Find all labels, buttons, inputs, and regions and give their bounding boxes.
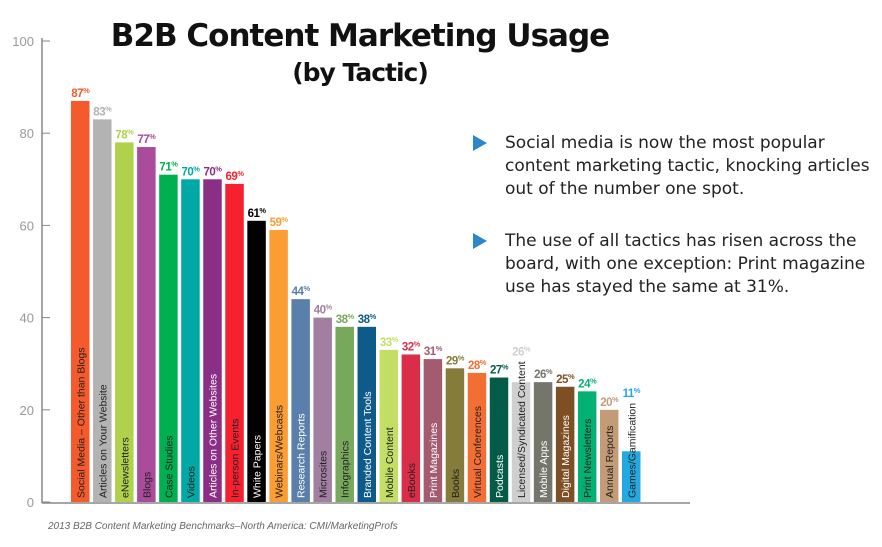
bar-26	[622, 451, 641, 502]
category-label: Research Reports	[296, 413, 308, 498]
y-tick-label: 60	[20, 218, 34, 233]
data-label: 69%	[226, 169, 245, 183]
category-label: Articles on Other Websites	[207, 374, 219, 498]
bar-9	[247, 220, 266, 503]
bar-19	[467, 372, 487, 502]
bar-6	[181, 179, 200, 503]
chart-title: B2B Content Marketing Usage	[110, 18, 610, 54]
data-label: 29%	[446, 353, 465, 367]
data-label: 26%	[534, 367, 553, 381]
category-label: Case Studies	[163, 436, 175, 498]
bar-20	[489, 377, 509, 502]
category-label: Print Magazines	[428, 423, 440, 498]
category-label: Licensed/Syndicated Content	[516, 361, 528, 498]
bar-1	[71, 100, 90, 503]
data-label: 28%	[468, 358, 487, 372]
data-label: 27%	[490, 363, 509, 377]
bar-17	[423, 359, 443, 502]
data-label: 87%	[71, 86, 90, 100]
data-label: 38%	[336, 312, 355, 326]
bar-8	[225, 183, 244, 502]
category-label: Annual Reports	[604, 426, 616, 498]
bar-22	[533, 382, 553, 502]
bar-7	[203, 179, 222, 503]
category-label: Articles on Your Website	[97, 384, 109, 498]
category-label: Webinars/Webcasts	[274, 405, 286, 498]
y-tick-label: 0	[27, 495, 34, 510]
note-1: Social media is now the most popular con…	[473, 132, 875, 201]
data-label: 44%	[292, 284, 311, 298]
data-label: 78%	[115, 127, 134, 141]
bar-16	[401, 354, 421, 502]
bar-5	[159, 174, 178, 502]
chart-subtitle: (by Tactic)	[292, 58, 429, 87]
category-label: Games/Gamification	[626, 403, 638, 498]
bar-23	[555, 386, 575, 502]
category-label: Print Newsletters	[582, 419, 594, 498]
bar-15	[379, 349, 399, 502]
data-label: 38%	[358, 312, 377, 326]
bar-14	[357, 326, 377, 502]
bar-24	[577, 391, 597, 502]
category-label: Digital Magazines	[560, 415, 572, 498]
data-label: 31%	[424, 344, 443, 358]
bar-25	[599, 409, 619, 502]
data-label: 71%	[159, 160, 178, 174]
note-2: The use of all tactics has risen across …	[473, 230, 875, 299]
data-label: 11%	[623, 386, 641, 400]
bar-4	[137, 147, 156, 502]
data-label: 25%	[556, 372, 575, 386]
data-label: 26%	[512, 344, 531, 358]
category-label: Mobile Content	[384, 427, 396, 498]
source-note: 2013 B2B Content Marketing Benchmarks–No…	[48, 521, 398, 532]
data-label: 70%	[204, 164, 223, 178]
y-tick-label: 100	[12, 34, 34, 49]
data-label: 24%	[578, 376, 597, 390]
category-label: Books	[450, 469, 462, 498]
category-label: Social Media – Other than Blogs	[75, 347, 87, 498]
note-1-text: Social media is now the most popular con…	[505, 133, 870, 199]
data-label: 61%	[248, 206, 267, 220]
triangle-bullet-icon	[473, 233, 487, 249]
bar-10	[269, 230, 288, 502]
category-label: Videos	[185, 466, 197, 498]
bar-21	[511, 382, 531, 502]
bar-12	[313, 317, 332, 502]
data-label: 32%	[402, 339, 421, 353]
data-label: 40%	[314, 303, 333, 317]
bar-2	[93, 119, 112, 503]
bar-11	[291, 299, 310, 502]
data-label: 83%	[93, 104, 112, 118]
category-label: Branded Content Tools	[362, 391, 374, 498]
category-label: Podcasts	[494, 455, 506, 498]
data-label: 20%	[600, 395, 619, 409]
note-2-text: The use of all tactics has risen across …	[505, 231, 866, 297]
category-label: In-person Events	[230, 419, 242, 498]
y-tick-label: 20	[20, 403, 34, 418]
category-label: eBooks	[406, 463, 418, 498]
category-label: Infographics	[340, 441, 352, 498]
y-tick-label: 40	[20, 311, 34, 326]
data-label: 77%	[137, 132, 156, 146]
bar-13	[335, 326, 354, 502]
category-label: eNewsletters	[119, 437, 131, 498]
y-tick-label: 80	[20, 126, 34, 141]
category-label: White Papers	[252, 435, 264, 498]
bar-18	[445, 368, 465, 502]
category-label: Mobile Apps	[538, 441, 550, 498]
triangle-bullet-icon	[473, 135, 487, 151]
bar-3	[115, 142, 134, 503]
category-label: Microsites	[318, 451, 330, 498]
data-label: 59%	[270, 215, 289, 229]
data-label: 70%	[181, 164, 200, 178]
category-label: Virtual Conferences	[472, 406, 484, 498]
category-label: Blogs	[141, 472, 153, 498]
data-label: 33%	[380, 335, 399, 349]
